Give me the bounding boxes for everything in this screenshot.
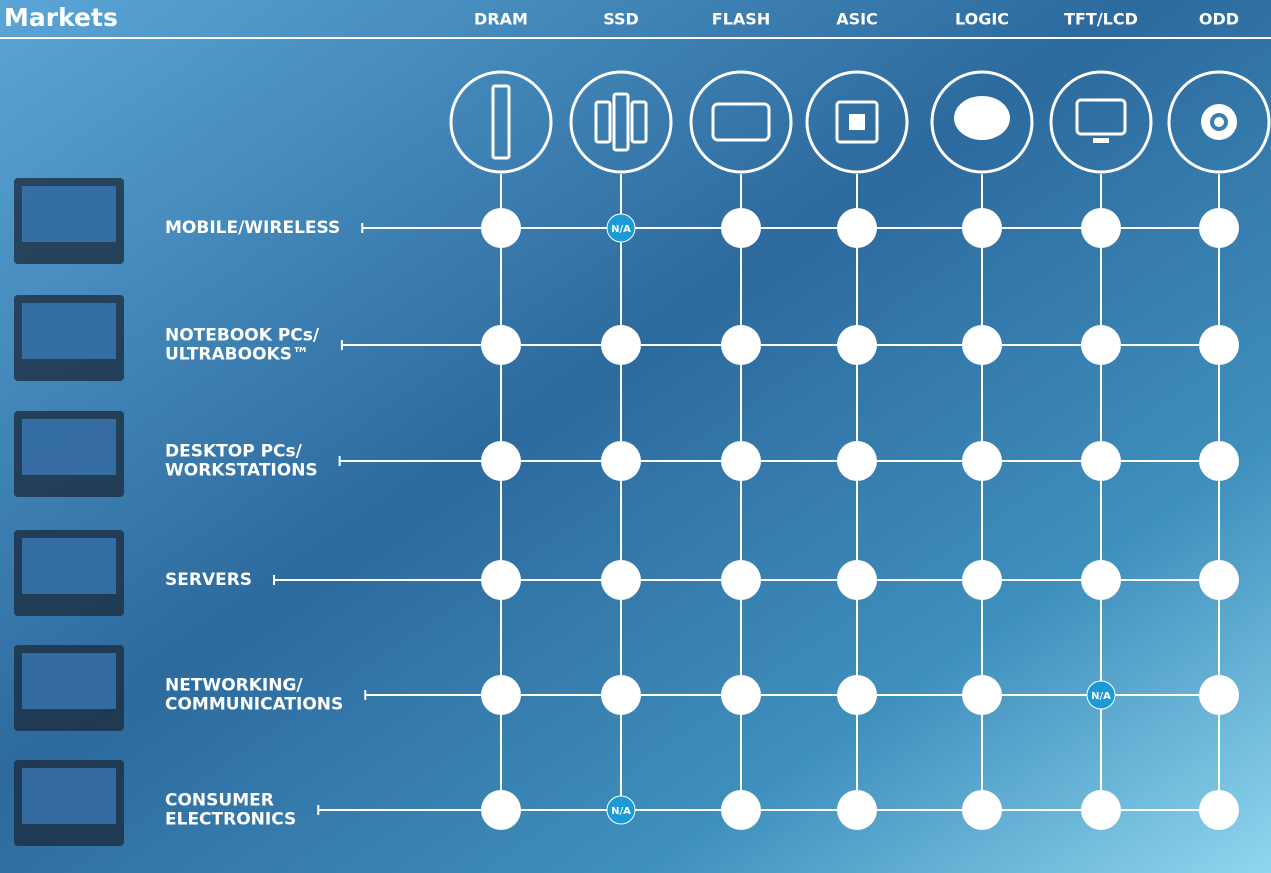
na-label: N/A	[611, 806, 631, 817]
node	[962, 790, 1002, 830]
column-header: FLASH	[712, 10, 770, 29]
column-icon	[1049, 70, 1153, 174]
row-label: MOBILE/WIRELESS	[165, 218, 340, 238]
node	[837, 325, 877, 365]
node	[721, 325, 761, 365]
node	[601, 560, 641, 600]
column-icon	[449, 70, 553, 174]
icon-glyph	[630, 100, 648, 144]
row-label: CONSUMER	[165, 791, 274, 811]
node	[481, 675, 521, 715]
node	[1199, 325, 1239, 365]
row-label: NOTEBOOK PCs/	[165, 326, 320, 346]
row-label: DESKTOP PCs/	[165, 442, 303, 462]
icon-glyph	[1093, 138, 1109, 143]
icon-glyph	[594, 100, 612, 144]
row-image-screen	[22, 538, 116, 594]
node	[962, 675, 1002, 715]
row-image-screen	[22, 303, 116, 359]
node	[1081, 560, 1121, 600]
node	[481, 790, 521, 830]
row-label: WORKSTATIONS	[165, 461, 318, 481]
row-image-screen	[22, 186, 116, 242]
na-node	[1086, 680, 1116, 710]
row-label: ULTRABOOKS™	[165, 345, 309, 365]
node	[837, 675, 877, 715]
node	[1081, 790, 1121, 830]
na-node	[606, 795, 636, 825]
node	[962, 208, 1002, 248]
icon-glyph	[954, 96, 1010, 140]
node	[481, 208, 521, 248]
column-header: ASIC	[836, 10, 878, 29]
header-title: Markets	[4, 3, 118, 32]
node	[1199, 790, 1239, 830]
na-label: N/A	[611, 224, 631, 235]
icon-glyph	[612, 92, 630, 152]
node	[721, 790, 761, 830]
icon-glyph	[711, 102, 771, 142]
node	[481, 560, 521, 600]
node	[837, 441, 877, 481]
node	[837, 790, 877, 830]
icon-glyph	[835, 100, 879, 144]
icon-glyph	[849, 114, 865, 130]
column-icon	[805, 70, 909, 174]
row-label: ELECTRONICS	[165, 810, 296, 830]
column-header: SSD	[603, 10, 639, 29]
column-header: TFT/LCD	[1064, 10, 1138, 29]
node	[1081, 208, 1121, 248]
node	[601, 441, 641, 481]
na-node	[606, 213, 636, 243]
column-header: ODD	[1199, 10, 1239, 29]
node	[721, 560, 761, 600]
grid: MOBILE/WIRELESS N/A NOTEBOOK PCs/ULTRABOOK…	[14, 10, 1271, 846]
row-image-screen	[22, 419, 116, 475]
node	[601, 675, 641, 715]
column-header: LOGIC	[955, 10, 1009, 29]
column-icon	[569, 70, 673, 174]
icon-glyph	[1214, 117, 1224, 127]
node	[837, 208, 877, 248]
row-label: NETWORKING/	[165, 676, 303, 696]
row-image-screen	[22, 768, 116, 824]
node	[721, 208, 761, 248]
node	[1199, 675, 1239, 715]
node	[962, 325, 1002, 365]
node	[1199, 208, 1239, 248]
row-label: COMMUNICATIONS	[165, 695, 343, 715]
node	[721, 675, 761, 715]
column-header: DRAM	[474, 10, 528, 29]
na-label: N/A	[1091, 691, 1111, 702]
row-image-screen	[22, 653, 116, 709]
icon-glyph	[1075, 98, 1127, 136]
column-icon	[1167, 70, 1271, 174]
node	[601, 325, 641, 365]
node	[481, 325, 521, 365]
node	[962, 560, 1002, 600]
node	[721, 441, 761, 481]
node	[1199, 441, 1239, 481]
node	[1199, 560, 1239, 600]
row-label: SERVERS	[165, 570, 252, 590]
node	[837, 560, 877, 600]
column-icon	[930, 70, 1034, 174]
node	[1081, 325, 1121, 365]
node	[1081, 441, 1121, 481]
node	[962, 441, 1002, 481]
node	[481, 441, 521, 481]
icon-glyph	[491, 84, 511, 160]
column-icon	[689, 70, 793, 174]
